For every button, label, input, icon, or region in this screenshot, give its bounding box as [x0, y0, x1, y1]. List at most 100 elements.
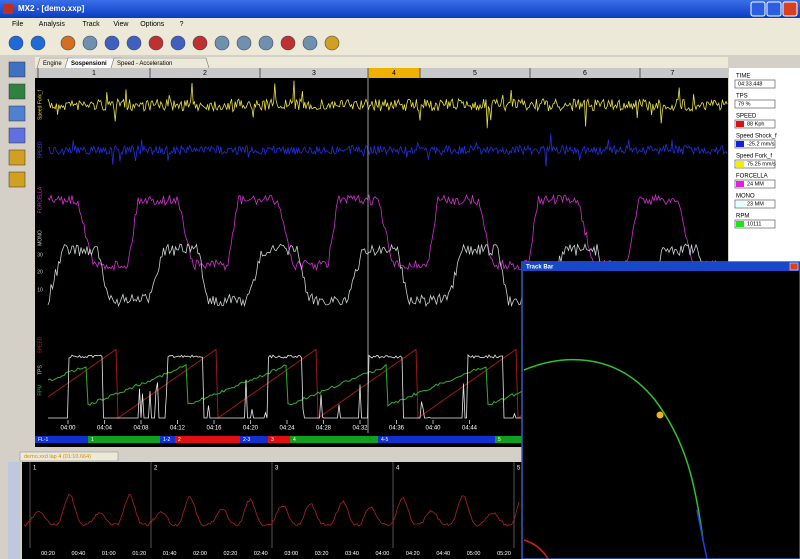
segment	[35, 436, 88, 443]
toolbar-button[interactable]	[214, 35, 230, 51]
toolbar-button[interactable]	[126, 35, 142, 51]
segment	[290, 436, 378, 443]
readout-name: TPS	[736, 94, 748, 100]
segment	[268, 436, 290, 443]
toolbar-button[interactable]	[302, 35, 318, 51]
selected-lap	[368, 68, 420, 78]
time-label: 04:44	[462, 426, 478, 432]
segment-label: FL-1	[38, 437, 49, 443]
segment-label: 4	[293, 437, 296, 443]
side-button[interactable]	[8, 105, 26, 122]
track-line	[523, 358, 704, 541]
time-label: 04:36	[389, 426, 405, 432]
bottom-time-label: 04:00	[376, 551, 390, 557]
lap-label: 6	[583, 70, 587, 77]
toolbar-button[interactable]	[192, 35, 208, 51]
tab[interactable]	[110, 57, 210, 69]
lap-label: 5	[473, 70, 477, 77]
readout-value: 04:33.448	[738, 82, 762, 88]
tab-strip	[35, 57, 728, 68]
tab-label[interactable]: Engine	[43, 61, 62, 67]
readout-swatch	[736, 181, 744, 187]
track-bar-title: Track Bar	[526, 264, 554, 270]
menu-item[interactable]: Options	[140, 21, 165, 28]
toolbar-button[interactable]	[170, 35, 186, 51]
lap-label: 3	[312, 70, 316, 77]
side-button[interactable]	[8, 83, 26, 100]
toolbar	[0, 30, 800, 55]
toolbar-button[interactable]	[104, 35, 120, 51]
track-bar-window	[521, 261, 800, 559]
bottom-time-label: 00:20	[41, 551, 55, 557]
bottom-trace	[23, 493, 520, 527]
readout-name: RPM	[736, 214, 749, 220]
readout-swatch	[736, 221, 744, 227]
lap-number: 2	[154, 466, 158, 472]
toolbar-button[interactable]	[148, 35, 164, 51]
readout-box	[734, 179, 776, 189]
segment	[240, 436, 268, 443]
segment	[88, 436, 160, 443]
segment	[175, 436, 240, 443]
segment	[378, 436, 495, 443]
side-button[interactable]	[8, 61, 26, 78]
speed-shock-trace	[47, 133, 728, 167]
channel-label: SPEED	[37, 336, 43, 353]
readout-value: 75.25 mm/s	[747, 162, 776, 168]
time-label: 04:32	[352, 426, 368, 432]
readout-value: 88 Kph	[747, 122, 764, 128]
track-line-sector	[523, 539, 549, 559]
readout-box	[734, 159, 776, 169]
track-bar-close[interactable]	[789, 262, 799, 271]
side-button[interactable]	[8, 127, 26, 144]
bottom-time-label: 03:40	[345, 551, 359, 557]
bottom-time-label: 01:00	[102, 551, 116, 557]
segment-label: 2-3	[243, 437, 250, 443]
segment-label: 4-5	[381, 437, 388, 443]
bottom-time-label: 01:40	[163, 551, 177, 557]
bottom-time-label: 05:00	[467, 551, 481, 557]
app-icon	[3, 4, 13, 14]
tab-label[interactable]: Speed - Acceleration	[117, 61, 172, 67]
segment-label: 1-2	[163, 437, 170, 443]
time-label: 04:08	[133, 426, 149, 432]
bottom-tab[interactable]	[19, 451, 119, 462]
toolbar-button[interactable]	[60, 35, 76, 51]
segment-label: 3	[271, 437, 274, 443]
readout-swatch	[736, 141, 744, 147]
readout-value: 24 MM	[747, 182, 764, 188]
toolbar-button[interactable]	[324, 35, 340, 51]
channel-label: 30	[37, 252, 43, 258]
side-button[interactable]	[8, 171, 26, 188]
toolbar-button[interactable]	[8, 35, 24, 51]
segment	[160, 436, 175, 443]
bottom-time-label: 03:20	[315, 551, 329, 557]
menu-item[interactable]: File	[12, 21, 23, 28]
toolbar-button[interactable]	[82, 35, 98, 51]
bottom-time-label: 04:40	[436, 551, 450, 557]
menu-item[interactable]: View	[113, 21, 129, 28]
readout-name: FORCELLA	[736, 174, 768, 180]
window-controls[interactable]	[750, 1, 798, 17]
menu-item[interactable]: Track	[82, 21, 100, 28]
side-toolbar	[0, 55, 34, 459]
toolbar-button[interactable]	[280, 35, 296, 51]
readout-box	[734, 139, 776, 149]
channel-label: 10	[37, 287, 43, 293]
lap-label: 1	[92, 70, 96, 77]
readout-value: 10111	[747, 222, 761, 228]
readout-value: -25.2 mm/s	[747, 142, 775, 148]
toolbar-button[interactable]	[236, 35, 252, 51]
bottom-tab-label[interactable]: demo.xxd lap 4 (01:10.664)	[24, 454, 91, 460]
side-button[interactable]	[8, 149, 26, 166]
toolbar-button[interactable]	[258, 35, 274, 51]
menu-item[interactable]: Analysis	[39, 21, 66, 28]
track-line-sector	[696, 509, 708, 559]
channel-label: Speed Fork_f	[37, 89, 43, 120]
menu-item[interactable]: ?	[180, 21, 184, 28]
tab-label[interactable]: Sospensioni	[71, 61, 107, 67]
toolbar-button[interactable]	[30, 35, 46, 51]
bottom-sidebar	[8, 462, 20, 559]
bottom-time-label: 03:00	[284, 551, 298, 557]
readout-value: 79 %	[738, 102, 751, 108]
